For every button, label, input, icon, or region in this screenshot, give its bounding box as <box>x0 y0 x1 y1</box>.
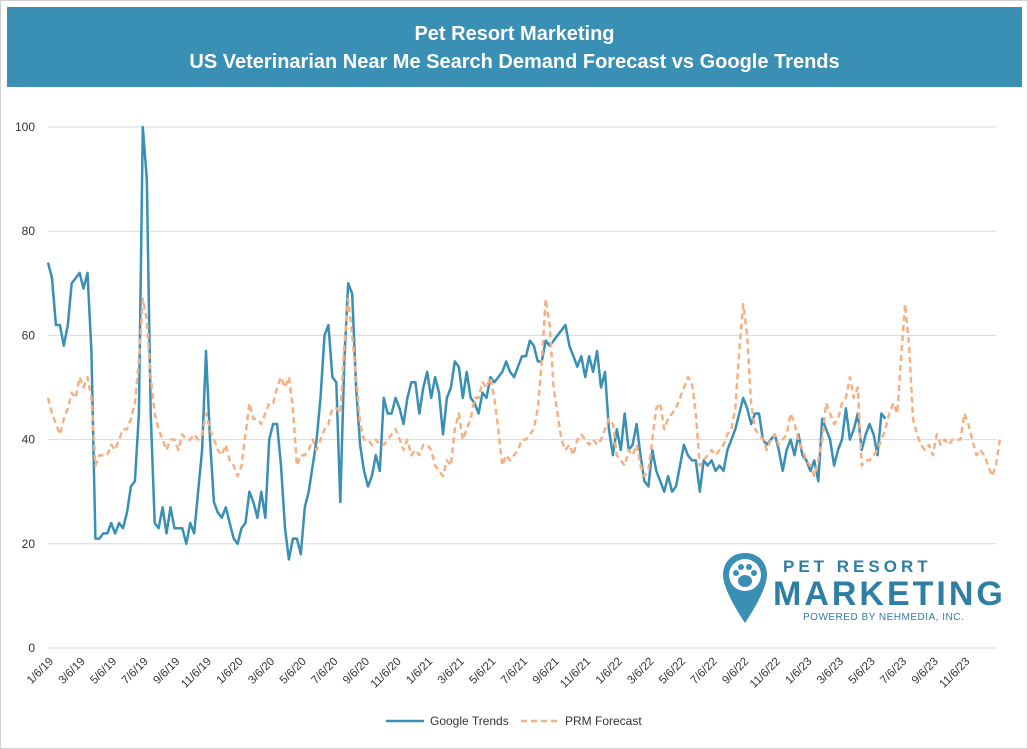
x-tick-label: 5/6/20 <box>278 656 309 687</box>
chart-title-line1: Pet Resort Marketing <box>414 23 615 45</box>
x-tick-label: 3/6/22 <box>625 656 656 687</box>
x-tick-label: 7/6/20 <box>309 656 340 687</box>
y-tick-label: 0 <box>28 641 35 655</box>
series-line-prm-forecast <box>46 297 1002 478</box>
x-tick-label: 7/6/21 <box>499 656 530 687</box>
x-tick-label: 11/6/23 <box>938 656 973 691</box>
x-tick-label: 3/6/19 <box>57 656 88 687</box>
logo-tagline: POWERED BY NEHMEDIA, INC. <box>803 612 965 623</box>
x-tick-label: 1/6/21 <box>404 656 435 687</box>
y-tick-label: 80 <box>22 224 36 238</box>
x-tick-label: 11/6/22 <box>748 656 783 691</box>
chart-title-line2: US Veterinarian Near Me Search Demand Fo… <box>189 51 840 73</box>
x-tick-label: 3/6/23 <box>815 656 846 687</box>
x-tick-label: 7/6/23 <box>878 656 909 687</box>
gridlines <box>48 126 996 649</box>
y-axis: 0 20 40 60 80 100 <box>15 120 35 655</box>
x-tick-label: 1/6/23 <box>783 656 814 687</box>
x-tick-label: 5/6/19 <box>88 656 119 687</box>
x-tick-label: 7/6/22 <box>689 656 720 687</box>
y-tick-label: 60 <box>22 328 36 342</box>
y-tick-label: 40 <box>22 433 36 447</box>
x-tick-label: 11/6/21 <box>558 656 593 691</box>
x-tick-label: 1/6/22 <box>594 656 625 687</box>
x-tick-label: 11/6/19 <box>179 656 214 691</box>
title-banner: Pet Resort Marketing US Veterinarian Nea… <box>7 7 1022 87</box>
y-tick-label: 100 <box>15 120 35 134</box>
x-tick-label: 1/6/20 <box>215 656 246 687</box>
x-tick-label: 7/6/19 <box>120 656 151 687</box>
series-lines <box>46 125 1002 561</box>
legend-google-trends-label: Google Trends <box>430 714 509 728</box>
logo-top-text: PET RESORT <box>783 557 932 576</box>
y-tick-label: 20 <box>22 537 36 551</box>
x-tick-label: 5/6/23 <box>847 656 878 687</box>
x-tick-label: 3/6/20 <box>246 656 277 687</box>
paw-pin-icon <box>723 553 767 623</box>
x-tick-label: 11/6/20 <box>369 656 404 691</box>
legend-prm-forecast-label: PRM Forecast <box>565 714 642 728</box>
x-tick-label: 1/6/19 <box>25 656 56 687</box>
x-tick-label: 5/6/22 <box>657 656 688 687</box>
series-line-google-trends <box>46 125 887 561</box>
logo-main-text: MARKETING <box>773 575 1006 613</box>
x-tick-label: 5/6/21 <box>467 656 498 687</box>
pet-resort-marketing-logo: PET RESORT MARKETING POWERED BY NEHMEDIA… <box>721 551 1003 631</box>
legend: Google Trends PRM Forecast <box>386 714 642 728</box>
x-tick-label: 3/6/21 <box>436 656 467 687</box>
